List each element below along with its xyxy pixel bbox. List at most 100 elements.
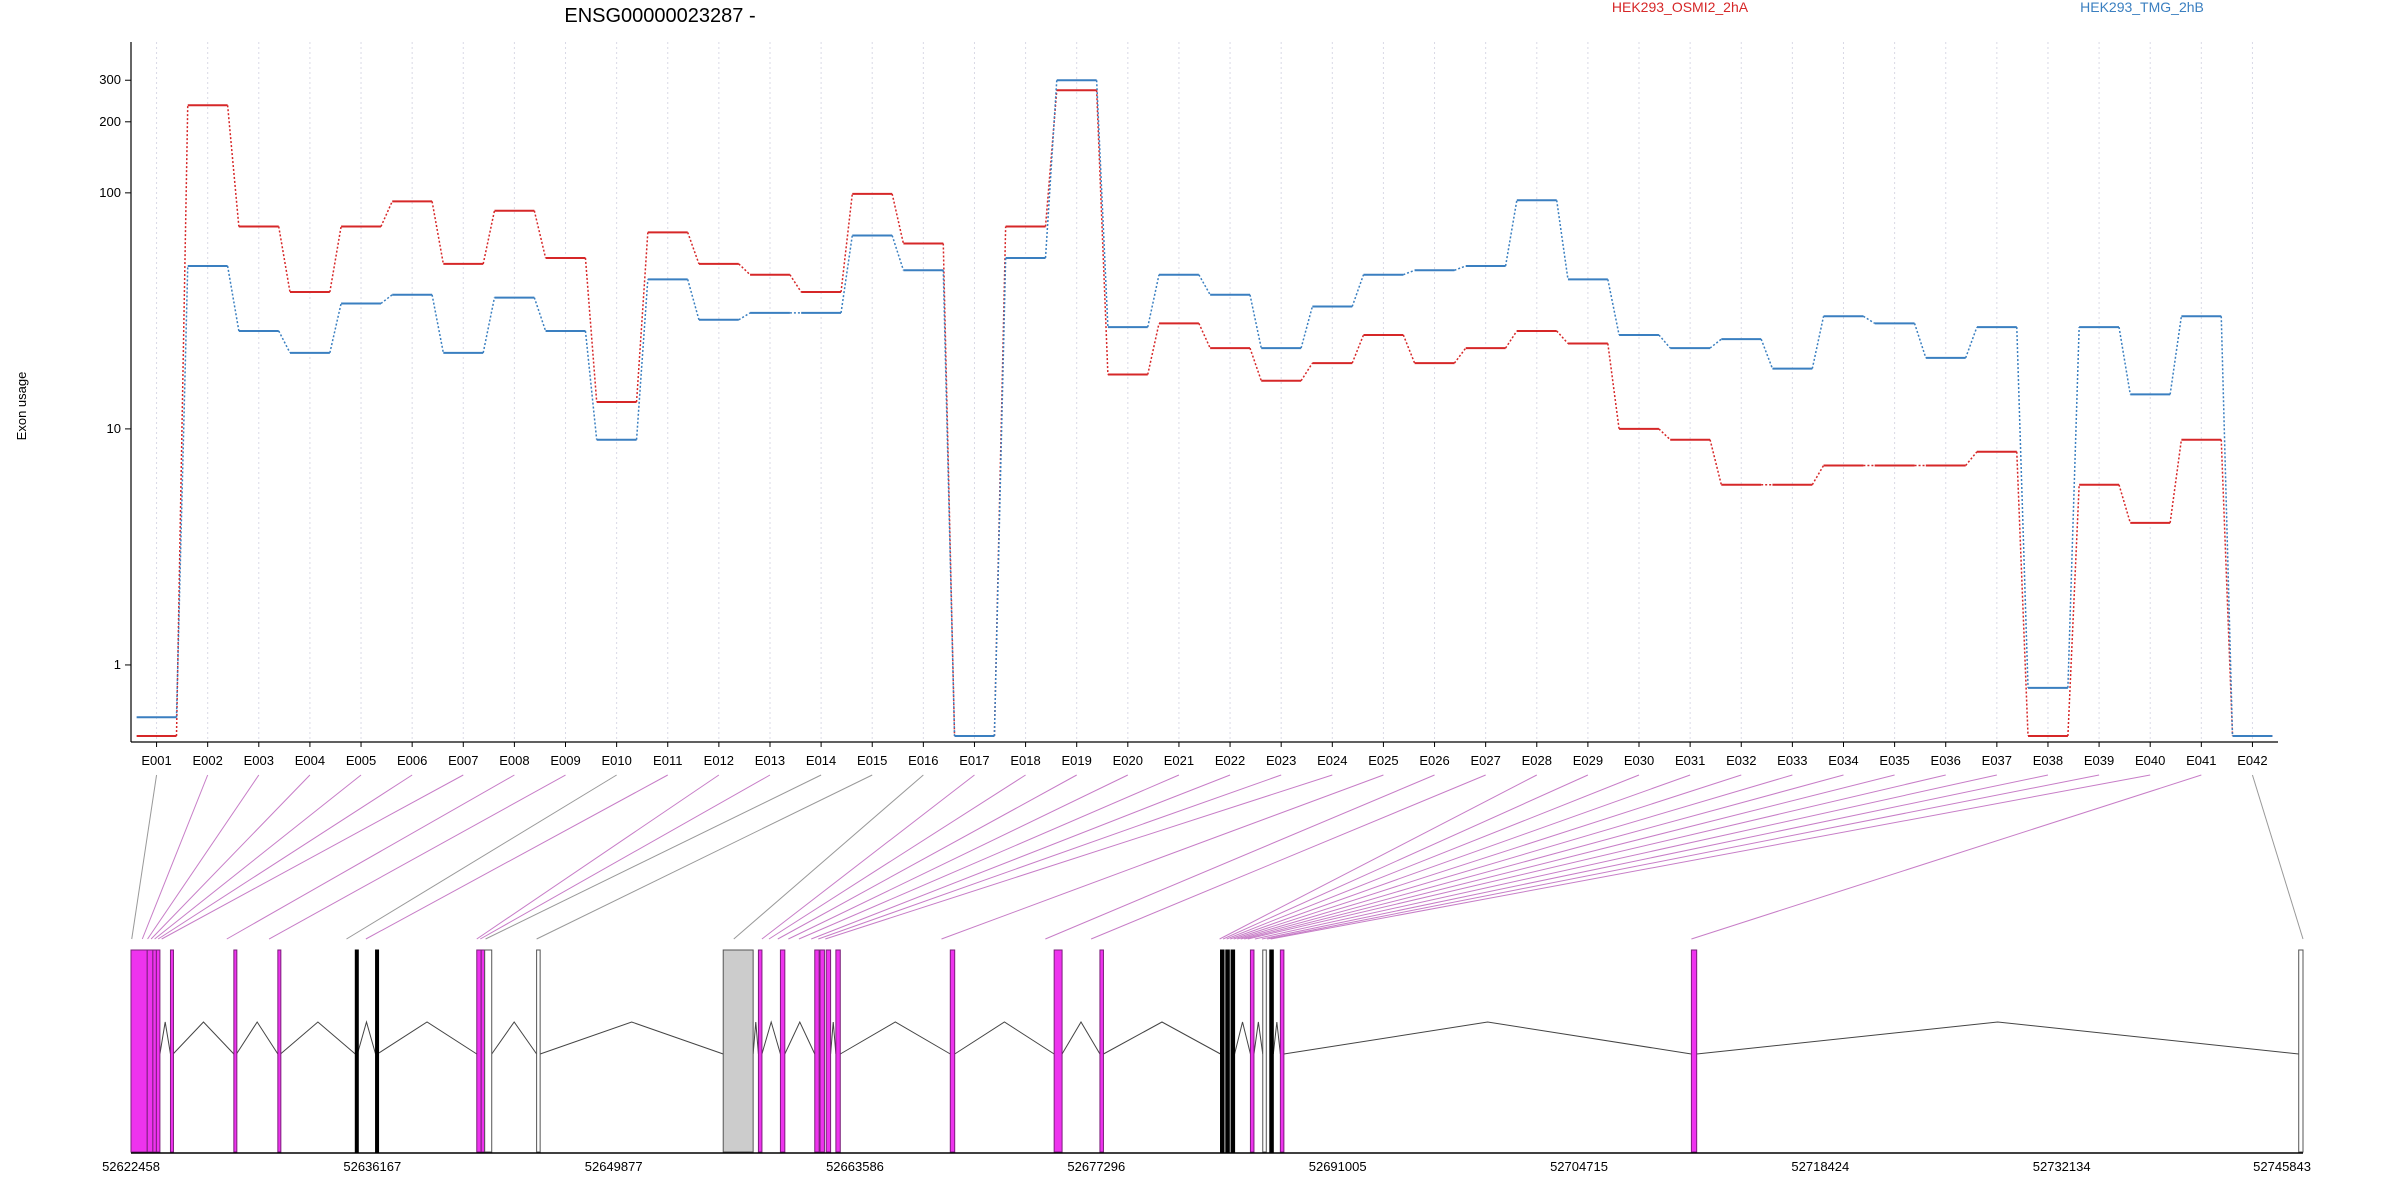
coordinate-label-52732134: 52732134 (2033, 1159, 2091, 1174)
connector-e012 (476, 774, 720, 940)
x-tick-label-e002: E002 (192, 753, 222, 768)
x-tick-label-e037: E037 (1982, 753, 2012, 768)
connector-e039 (1267, 774, 2100, 940)
y-tick-label-1: 1 (114, 657, 121, 672)
y-tick-label-10: 10 (107, 421, 121, 436)
x-tick-label-e038: E038 (2033, 753, 2063, 768)
connector-e001 (131, 774, 158, 940)
connector-e008 (226, 774, 515, 940)
intron-31 (1696, 1021, 2299, 1055)
x-tick-label-e011: E011 (653, 753, 682, 768)
connector-e021 (798, 774, 1180, 940)
x-tick-label-e042: E042 (2237, 753, 2267, 768)
exon-box-22 (1053, 949, 1063, 1153)
coordinate-label-52718424: 52718424 (1791, 1159, 1849, 1174)
exon-box-19 (825, 949, 832, 1153)
x-tick-label-e022: E022 (1215, 753, 1245, 768)
exon-box-11 (480, 949, 486, 1153)
intron-16 (784, 1020, 816, 1055)
intron-20 (840, 1021, 951, 1055)
connector-e005 (154, 774, 362, 940)
coordinate-label-52691005: 52691005 (1309, 1159, 1367, 1174)
exon-box-17 (814, 949, 820, 1153)
connector-e038 (1261, 774, 2049, 940)
x-tick-label-e006: E006 (397, 753, 427, 768)
x-tick-label-e007: E007 (448, 753, 478, 768)
y-tick-label-300: 300 (99, 72, 121, 87)
genomic-coordinate-axis: 52622458 52636167 52649877 52663586 52677296… (102, 1152, 2311, 1174)
x-tick-label-e018: E018 (1010, 753, 1040, 768)
connector-e028 (1219, 774, 1538, 940)
x-tick-label-e023: E023 (1266, 753, 1296, 768)
connector-e022 (811, 774, 1231, 940)
exon-box-23 (1099, 949, 1104, 1153)
connector-e040 (1270, 774, 2151, 940)
connector-e003 (147, 774, 260, 940)
intron-21 (954, 1021, 1055, 1055)
series-1-transitions (175, 90, 2234, 737)
intron-14 (752, 1021, 759, 1055)
series-2-transitions (175, 80, 2234, 737)
x-tick-label-e008: E008 (499, 753, 529, 768)
connector-e020 (788, 774, 1129, 940)
x-tick-label-e033: E033 (1777, 753, 1807, 768)
y-tick-label-100: 100 (99, 185, 121, 200)
exon-box-28 (1262, 949, 1267, 1153)
plot-axes (130, 42, 2278, 743)
intron-26 (1234, 1021, 1251, 1055)
x-tick-label-e016: E016 (908, 753, 938, 768)
connector-e018 (768, 774, 1026, 940)
intron-23 (1103, 1021, 1221, 1055)
exon-box-18 (819, 949, 825, 1153)
exon-box-5 (169, 949, 174, 1153)
connector-e002 (141, 774, 209, 940)
exon-box-10 (476, 949, 482, 1153)
x-tick-label-e004: E004 (295, 753, 325, 768)
x-tick-label-e009: E009 (550, 753, 580, 768)
intron-4 (159, 1021, 171, 1055)
vertical-grid (156, 42, 2253, 742)
x-tick-label-e039: E039 (2084, 753, 2114, 768)
x-tick-label-e031: E031 (1675, 753, 1705, 768)
connector-e032 (1233, 774, 1742, 940)
intron-9 (377, 1021, 478, 1055)
intron-15 (761, 1020, 781, 1055)
intron-29 (1272, 1021, 1281, 1055)
intron-22 (1061, 1021, 1101, 1055)
coordinate-label-52677296: 52677296 (1067, 1159, 1125, 1174)
legend-series-osmi2: HEK293_OSMI2_2hA (1612, 0, 1749, 15)
exon-box-15 (757, 949, 763, 1153)
exon-box-2 (146, 949, 154, 1153)
chart-title: ENSG00000023287 - (564, 5, 755, 27)
x-tick-label-e017: E017 (959, 753, 989, 768)
connector-e025 (941, 774, 1384, 940)
x-tick-label-e024: E024 (1317, 753, 1347, 768)
exon-box-3 (152, 949, 157, 1153)
coordinate-label-52622458: 52622458 (102, 1159, 160, 1174)
coordinate-label-52663586: 52663586 (826, 1159, 884, 1174)
exon-box-27 (1249, 949, 1255, 1153)
x-tick-label-e034: E034 (1828, 753, 1858, 768)
x-tick-label-e041: E041 (2186, 753, 2216, 768)
connector-e019 (777, 774, 1077, 940)
exon-box-8 (354, 949, 359, 1153)
y-axis-ticks: 1 10 100 200 300 (99, 72, 131, 672)
exon-box-16 (779, 949, 786, 1153)
series-1 (136, 89, 2273, 737)
legend-series-tmg: HEK293_TMG_2hB (2080, 0, 2204, 15)
intron-6 (236, 1021, 279, 1055)
connector-e023 (818, 774, 1282, 940)
exon-box-7 (277, 949, 282, 1153)
connector-e029 (1222, 774, 1589, 940)
exon-box-31 (1690, 949, 1698, 1153)
y-tick-label-200: 200 (99, 114, 121, 129)
exon-box-24 (1220, 949, 1225, 1153)
connector-e017 (761, 774, 975, 940)
intron-13 (539, 1021, 724, 1055)
connector-e007 (161, 774, 464, 940)
exon-box-26 (1230, 949, 1236, 1153)
y-axis-label: Exon usage (14, 372, 29, 441)
x-tick-label-e005: E005 (346, 753, 376, 768)
x-tick-label-e035: E035 (1879, 753, 1909, 768)
